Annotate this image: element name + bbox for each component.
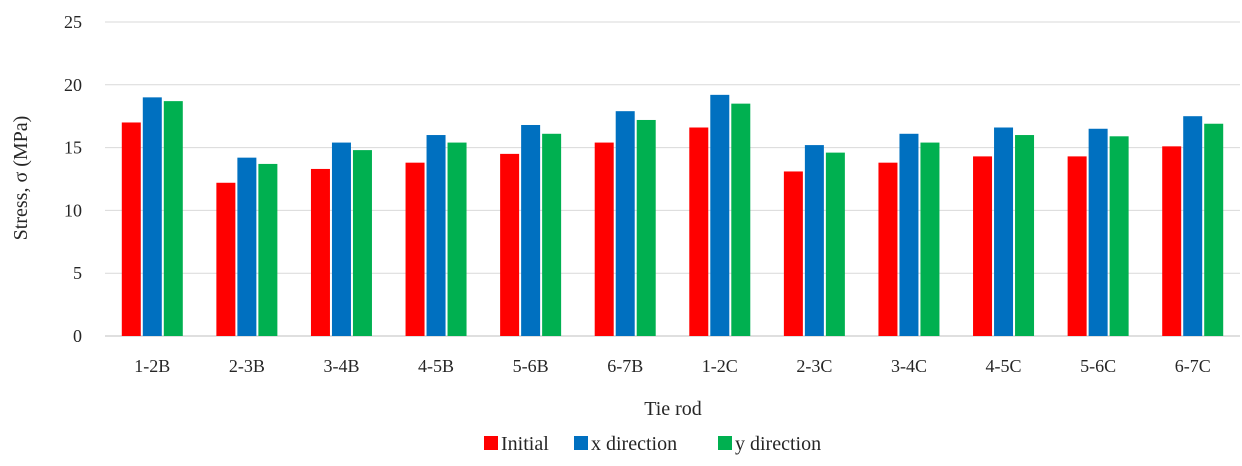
bar-initial xyxy=(405,162,425,336)
bar-initial xyxy=(973,156,993,336)
bar-y-direction xyxy=(1204,123,1224,337)
bar-initial xyxy=(1067,156,1087,336)
bar-x-direction xyxy=(142,97,162,336)
bar-initial xyxy=(594,142,614,336)
y-tick-label: 10 xyxy=(64,200,82,220)
bar-initial xyxy=(689,127,709,336)
x-tick-label: 1-2C xyxy=(702,356,738,376)
x-tick-label: 2-3C xyxy=(796,356,832,376)
x-tick-label: 1-2B xyxy=(134,356,170,376)
y-tick-label: 0 xyxy=(73,326,82,346)
legend-label: Initial xyxy=(501,433,549,455)
bar-x-direction xyxy=(331,142,351,336)
bar-y-direction xyxy=(542,133,562,336)
bar-initial xyxy=(310,168,330,336)
y-tick-label: 15 xyxy=(64,138,82,158)
legend-swatch xyxy=(484,436,498,450)
x-tick-label: 3-4C xyxy=(891,356,927,376)
bar-x-direction xyxy=(426,135,446,336)
x-tick-label: 6-7B xyxy=(607,356,643,376)
legend-item: Initial xyxy=(484,433,549,455)
legend-item: x direction xyxy=(574,433,677,455)
x-tick-label: 5-6C xyxy=(1080,356,1116,376)
legend-label: x direction xyxy=(591,433,677,455)
bar-initial xyxy=(1162,146,1182,336)
bar-y-direction xyxy=(1015,135,1035,336)
x-tick-label: 5-6B xyxy=(513,356,549,376)
x-tick-label: 4-5B xyxy=(418,356,454,376)
bar-initial xyxy=(878,162,898,336)
bar-initial xyxy=(216,182,236,336)
x-tick-label: 3-4B xyxy=(323,356,359,376)
legend-swatch xyxy=(574,436,588,450)
bar-x-direction xyxy=(1088,128,1108,336)
y-tick-label: 20 xyxy=(64,75,82,95)
bar-y-direction xyxy=(825,152,845,336)
x-tick-label: 6-7C xyxy=(1175,356,1211,376)
y-axis-title: Stress, σ (MPa) xyxy=(10,116,32,241)
legend-label: y direction xyxy=(735,433,821,455)
bar-x-direction xyxy=(899,133,919,336)
x-tick-label: 2-3B xyxy=(229,356,265,376)
bar-x-direction xyxy=(615,111,635,337)
legend: Initial x direction y direction xyxy=(484,433,821,455)
bar-y-direction xyxy=(920,142,940,336)
bar-x-direction xyxy=(804,145,824,336)
bar-initial xyxy=(783,171,803,336)
x-tick-label: 4-5C xyxy=(986,356,1022,376)
legend-swatch xyxy=(718,436,732,450)
bars xyxy=(121,94,1224,337)
bar-x-direction xyxy=(237,157,257,336)
bar-initial xyxy=(500,153,520,336)
bar-x-direction xyxy=(994,127,1014,336)
bar-y-direction xyxy=(447,142,467,336)
gridlines xyxy=(105,21,1240,337)
y-tick-label: 5 xyxy=(73,263,82,283)
bar-y-direction xyxy=(352,150,372,336)
bar-x-direction xyxy=(521,124,541,336)
legend-item: y direction xyxy=(718,433,821,455)
bar-y-direction xyxy=(163,101,183,337)
bar-y-direction xyxy=(1109,136,1129,336)
bar-y-direction xyxy=(636,119,656,336)
bar-y-direction xyxy=(258,163,278,336)
bar-y-direction xyxy=(731,103,751,336)
bar-initial xyxy=(121,122,141,336)
y-axis-ticks: 0 5 10 15 20 25 xyxy=(64,12,82,346)
bar-x-direction xyxy=(1183,116,1203,336)
bar-x-direction xyxy=(710,94,730,337)
y-tick-label: 25 xyxy=(64,12,82,32)
x-axis-title: Tie rod xyxy=(644,398,702,420)
x-axis-ticks: 1-2B 2-3B 3-4B 4-5B 5-6B 6-7B 1-2C 2-3C 3-4C 4-5C… xyxy=(134,356,1210,376)
